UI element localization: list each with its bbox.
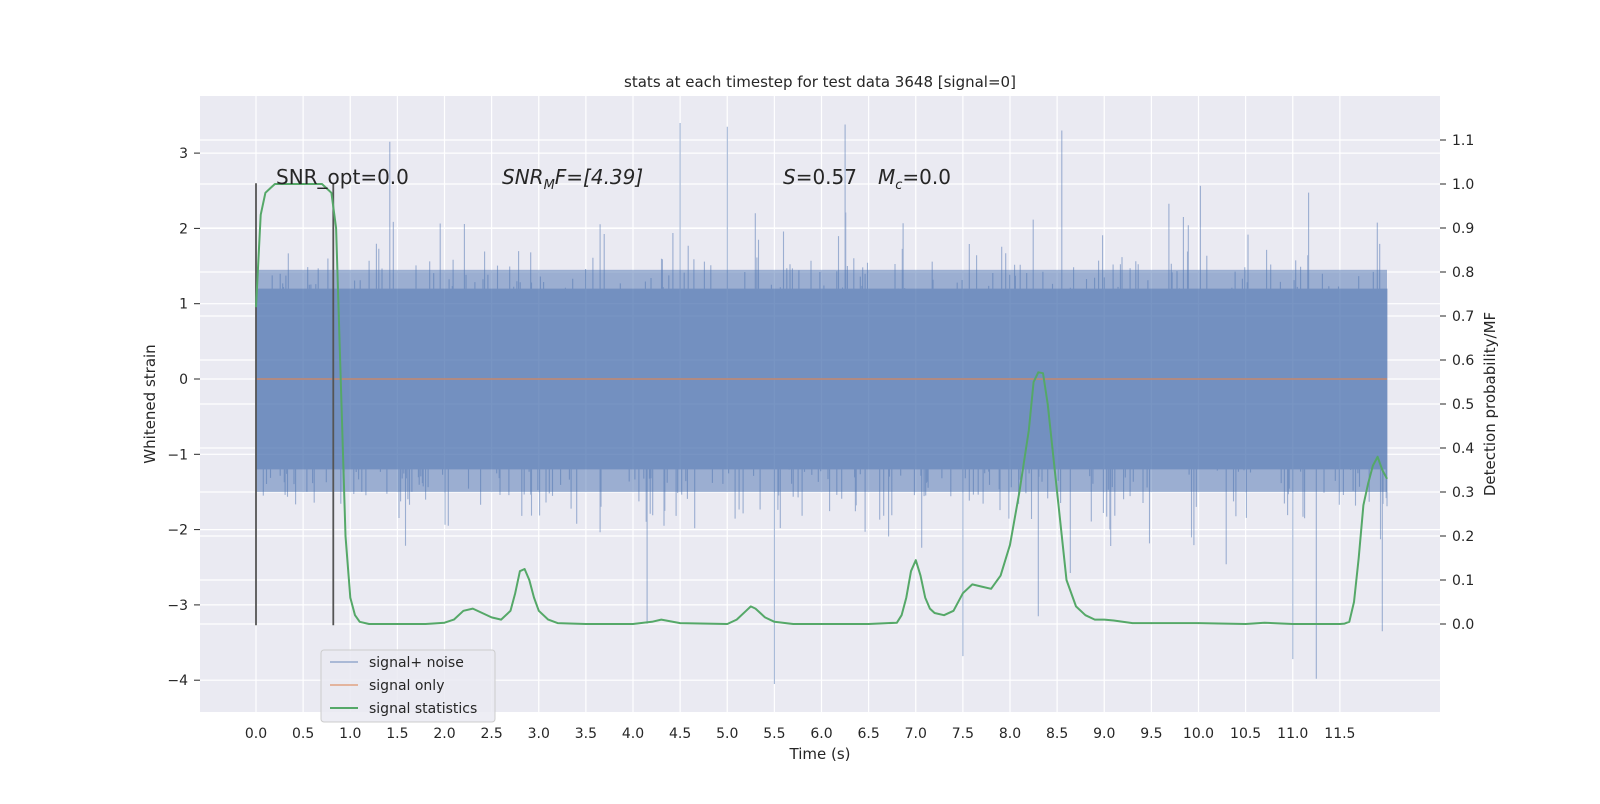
s-label: S xyxy=(783,165,796,189)
y-tick-label: 3 xyxy=(179,146,188,162)
x-tick-label: 4.0 xyxy=(622,726,644,742)
x-tick-label: 8.0 xyxy=(999,726,1021,742)
y-axis-label: Whitened strain xyxy=(141,344,159,463)
data-layer xyxy=(255,123,1388,684)
y-tick-label: −1 xyxy=(167,447,188,463)
x-tick-label: 3.0 xyxy=(528,726,550,742)
x-tick-label: 10.0 xyxy=(1183,726,1214,742)
x-tick-label: 5.0 xyxy=(716,726,738,742)
y2-axis-label: Detection probability/MF xyxy=(1481,312,1499,496)
x-tick-label: 11.5 xyxy=(1324,726,1355,742)
chart-title: stats at each timestep for test data 364… xyxy=(624,73,1016,91)
y-tick-label: −2 xyxy=(167,523,188,539)
legend-label-signal: signal only xyxy=(369,678,444,694)
x-tick-label: 1.5 xyxy=(386,726,408,742)
y2-tick-label: 1.0 xyxy=(1452,177,1474,193)
x-tick-label: 7.0 xyxy=(905,726,927,742)
legend-box xyxy=(320,649,496,723)
y-tick-label: −4 xyxy=(167,673,188,689)
x-axis-label: Time (s) xyxy=(789,745,851,763)
y-tick-label: −3 xyxy=(167,598,188,614)
x-tick-label: 9.5 xyxy=(1140,726,1162,742)
x-tick-label: 1.0 xyxy=(339,726,361,742)
x-tick-label: 2.0 xyxy=(433,726,455,742)
legend-label-noise: signal+ noise xyxy=(369,655,464,671)
x-tick-label: 7.5 xyxy=(952,726,974,742)
y2-tick-label: 0.4 xyxy=(1452,441,1474,457)
mc-sub: c xyxy=(895,178,902,193)
y2-tick-label: 0.5 xyxy=(1452,397,1474,413)
y-tick-label: 1 xyxy=(179,297,188,313)
x-tick-label: 6.5 xyxy=(857,726,879,742)
y2-tick-label: 0.7 xyxy=(1452,309,1474,325)
axis-layer: 0.0 0.5 1.0 1.5 2.0 2.5 3.0 3.5 4.0 4.5 5.0 5.5 6.0 6… xyxy=(167,133,1474,742)
y2-tick-label: 0.2 xyxy=(1452,529,1474,545)
y-tick-label: 0 xyxy=(179,372,188,388)
x-tick-label: 8.5 xyxy=(1046,726,1068,742)
legend-label-statistics: signal statistics xyxy=(369,701,477,717)
y2-tick-label: 0.1 xyxy=(1452,573,1474,589)
y2-tick-label: 0.3 xyxy=(1452,485,1474,501)
x-tick-label: 2.5 xyxy=(480,726,502,742)
x-tick-label: 5.5 xyxy=(763,726,785,742)
mc-value: =0.0 xyxy=(902,165,951,189)
s-annotation: S=0.57 xyxy=(783,165,857,189)
snr-opt-annotation: SNR_opt=0.0 xyxy=(276,165,409,189)
legend: signal+ noise signal only signal statist… xyxy=(320,649,496,723)
x-tick-label: 4.5 xyxy=(669,726,691,742)
snr-mf-suffix: F=[4.39] xyxy=(555,165,643,189)
x-tick-label: 0.5 xyxy=(292,726,314,742)
x-tick-label: 10.5 xyxy=(1230,726,1261,742)
x-tick-label: 6.0 xyxy=(810,726,832,742)
statistics-series-line xyxy=(255,183,1388,625)
x-tick-label: 3.5 xyxy=(575,726,597,742)
s-value: =0.57 xyxy=(796,165,857,189)
y2-tick-label: 0.6 xyxy=(1452,353,1474,369)
snr-mf-prefix: SNR xyxy=(502,165,544,189)
x-tick-label: 0.0 xyxy=(245,726,267,742)
mc-annotation: Mc=0.0 xyxy=(878,165,951,193)
y2-tick-label: 0.9 xyxy=(1452,221,1474,237)
y-tick-label: 2 xyxy=(179,221,188,237)
y2-tick-label: 0.8 xyxy=(1452,265,1474,281)
snr-mf-annotation: SNRMF=[4.39] xyxy=(502,165,643,193)
x-tick-label: 9.0 xyxy=(1093,726,1115,742)
snr-mf-sub: M xyxy=(544,178,555,193)
mc-label: M xyxy=(878,165,895,189)
y2-tick-label: 1.1 xyxy=(1452,133,1474,149)
x-tick-label: 11.0 xyxy=(1277,726,1308,742)
y2-tick-label: 0.0 xyxy=(1452,617,1474,633)
